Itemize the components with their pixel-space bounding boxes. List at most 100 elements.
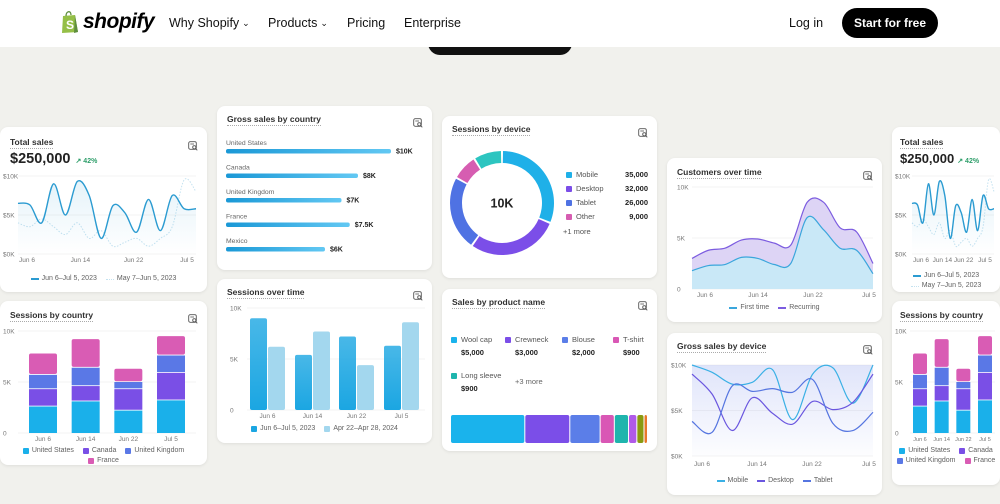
stacked-bar-segment	[29, 389, 57, 406]
bar	[250, 318, 267, 410]
donut-slice	[457, 159, 481, 183]
legend-swatch	[566, 213, 572, 220]
legend-swatch	[964, 458, 971, 464]
legend-item[interactable]: France	[88, 457, 119, 465]
stacked-bar-segment	[934, 401, 949, 433]
product-name: Wool cap	[461, 335, 493, 344]
chart-magnifier-icon[interactable]	[638, 298, 648, 311]
legend-item[interactable]: Desktop	[566, 184, 604, 193]
login-link[interactable]: Log in	[789, 16, 824, 30]
chart-magnifier-icon[interactable]	[413, 288, 423, 301]
legend-line	[30, 278, 39, 280]
legend-item[interactable]: Tablet	[802, 477, 833, 485]
product-name-row: Wool cap	[451, 335, 492, 344]
nav-label: Why Shopify	[169, 16, 240, 30]
legend-item[interactable]: May 7–Jun 5, 2023	[105, 275, 177, 283]
legend-item[interactable]: France	[964, 457, 995, 465]
legend-item[interactable]: Canada	[959, 447, 993, 455]
legend-item[interactable]: Jun 6–Jul 5, 2023	[251, 425, 315, 433]
legend-item[interactable]: Mobile	[566, 170, 598, 179]
category-label: Mexico	[226, 238, 248, 245]
category-label: United States	[226, 140, 267, 147]
legend-item[interactable]: Jun 6–Jul 5, 2023	[30, 275, 97, 283]
x-tick-label: Jun 14	[748, 292, 768, 299]
nav-products[interactable]: Products ⌄	[268, 16, 328, 30]
shopify-logo[interactable]: S shopify	[60, 10, 155, 34]
chart-legend: Mobile Desktop Tablet	[667, 477, 882, 485]
x-tick-label: Jul 5	[395, 413, 409, 420]
customers-over-time-card: Customers over time 0 5K 10K Jun 6 Jun 14 Jun …	[667, 158, 882, 322]
legend-item[interactable]: United States	[22, 447, 74, 455]
chart-magnifier-icon[interactable]	[413, 115, 423, 128]
legend-item[interactable]: Tablet	[566, 198, 596, 207]
y-tick-label: 10K	[230, 306, 242, 313]
chart-svg: $0K $5K $10K Jun 6 Jun 14 Jun 22 Jul 5	[671, 363, 876, 469]
legend-item[interactable]: Desktop	[757, 477, 794, 485]
gross-sales-by-country-card: Gross sales by country United States $10K C…	[217, 106, 432, 270]
stacked-bar-segment	[978, 336, 992, 355]
chart-magnifier-icon[interactable]	[863, 342, 873, 355]
x-tick-label: Jun 22	[347, 413, 367, 420]
chart-area-fill	[692, 365, 873, 456]
legend-label: United States	[908, 447, 951, 454]
x-tick-label: Jun 14	[933, 437, 950, 443]
legend-item[interactable]: May 7–Jun 5, 2023	[910, 282, 981, 290]
x-tick-label: Jun 6	[35, 436, 51, 443]
more-link[interactable]: +1 more	[563, 227, 591, 236]
change-badge: ↗ 42%	[957, 158, 979, 165]
legend-item[interactable]: United Kingdom	[896, 457, 956, 465]
x-tick-label: Jun 14	[303, 413, 323, 420]
nav-enterprise[interactable]: Enterprise	[404, 16, 461, 30]
legend-item[interactable]: Recurring	[778, 304, 820, 312]
legend-value: 9,000	[629, 212, 648, 221]
legend-swatch	[562, 336, 568, 343]
y-tick-label: 5K	[677, 236, 686, 243]
bar	[226, 198, 342, 203]
legend-item[interactable]: Canada	[82, 447, 117, 455]
legend-line	[910, 285, 919, 287]
bar	[402, 322, 419, 410]
chart-magnifier-icon[interactable]	[863, 168, 873, 181]
stacked-bar-segment	[956, 410, 971, 433]
legend-item[interactable]: United States	[899, 447, 950, 455]
x-tick-label: Jul 5	[862, 461, 876, 468]
legend-item[interactable]: Mobile	[716, 477, 748, 485]
chart-magnifier-icon[interactable]	[188, 138, 198, 151]
more-link[interactable]: +3 more	[515, 377, 543, 386]
category-label: Canada	[226, 165, 250, 172]
legend-label: Jun 6–Jul 5, 2023	[923, 272, 980, 279]
sales-amount: $250,000	[900, 151, 955, 166]
stacked-bar-segment	[71, 367, 100, 386]
stacked-bar-segment	[978, 372, 992, 400]
x-tick-label: Jun 22	[119, 436, 139, 443]
chart-legend: Jun 6–Jul 5, 2023 May 7–Jun 5, 2023	[892, 272, 1000, 290]
product-name-row: Crewneck	[505, 335, 548, 344]
change-percent: 42%	[83, 158, 98, 165]
nav-why-shopify[interactable]: Why Shopify ⌄	[169, 16, 250, 30]
legend-swatch	[505, 336, 511, 343]
product-value: $5,000	[461, 348, 484, 357]
card-title: Sales by product name	[452, 297, 546, 309]
top-navigation: S shopify Why Shopify ⌄ Products ⌄ Pricing…	[0, 0, 1000, 47]
start-for-free-button[interactable]: Start for free	[842, 8, 938, 38]
legend-label: Canada	[91, 447, 117, 454]
legend-label: Mobile	[576, 170, 599, 179]
x-tick-label: Jun 6	[260, 413, 276, 420]
legend-label: May 7–Jun 5, 2023	[116, 275, 177, 282]
legend-item[interactable]: Other	[566, 212, 595, 221]
legend-label: United Kingdom	[134, 447, 185, 454]
y-tick-label: 5K	[895, 380, 904, 387]
legend-item[interactable]: Jun 6–Jul 5, 2023	[912, 272, 980, 280]
x-tick-label: Jun 6	[697, 292, 713, 299]
stacked-bar-segment	[934, 367, 949, 386]
stacked-bar-segment	[29, 374, 57, 389]
chart-magnifier-icon[interactable]	[638, 125, 648, 138]
legend-swatch	[251, 426, 258, 432]
legend-item[interactable]: United Kingdom	[125, 447, 184, 455]
nav-pricing[interactable]: Pricing	[347, 16, 385, 30]
chart-magnifier-icon[interactable]	[188, 311, 198, 324]
stacked-bar-segment	[157, 336, 185, 355]
x-tick-label: Jun 22	[955, 437, 972, 443]
legend-item[interactable]: Apr 22–Apr 28, 2024	[324, 425, 398, 433]
legend-item[interactable]: First time	[729, 304, 769, 312]
